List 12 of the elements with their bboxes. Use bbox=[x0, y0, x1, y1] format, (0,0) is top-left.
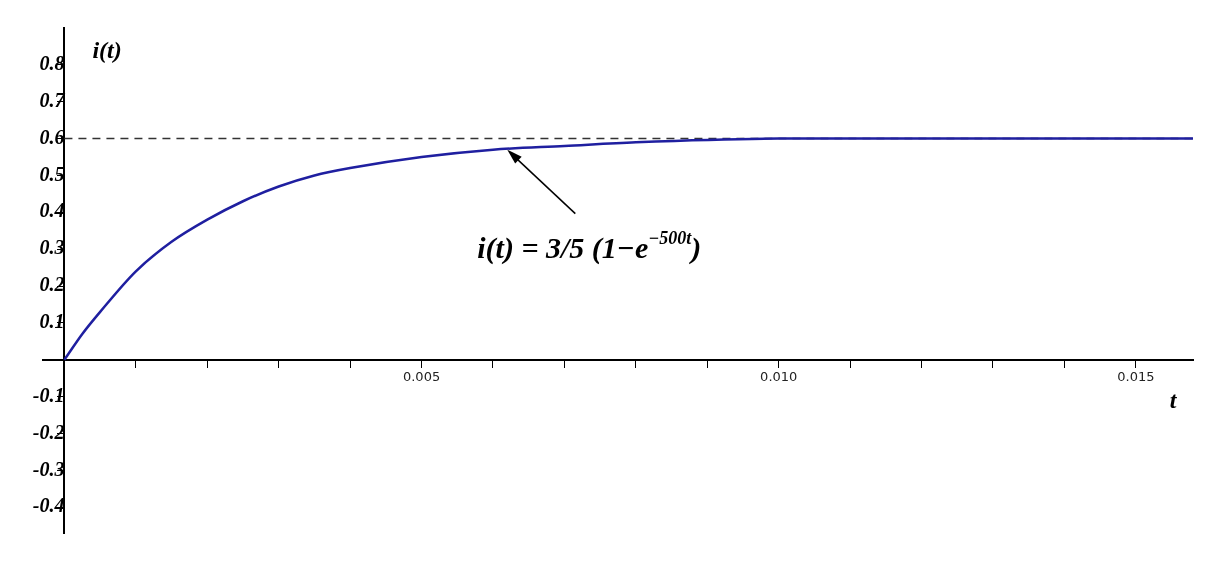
x-tick-label: 0.015 bbox=[1117, 368, 1155, 384]
y-tick-label: 0.1 bbox=[39, 310, 65, 333]
x-axis-title: t bbox=[1169, 386, 1178, 413]
y-tick-label: -0.2 bbox=[32, 420, 65, 443]
y-axis-title: i(t) bbox=[92, 37, 122, 63]
y-tick-label: -0.3 bbox=[32, 457, 65, 480]
x-tick-label: 0.010 bbox=[760, 368, 798, 384]
y-tick-label: 0.5 bbox=[39, 162, 65, 185]
line-series bbox=[63, 137, 1193, 361]
x-tick-label: 0.005 bbox=[402, 368, 441, 384]
y-tick-label: -0.1 bbox=[32, 383, 65, 406]
y-tick-label: 0.3 bbox=[39, 236, 65, 259]
